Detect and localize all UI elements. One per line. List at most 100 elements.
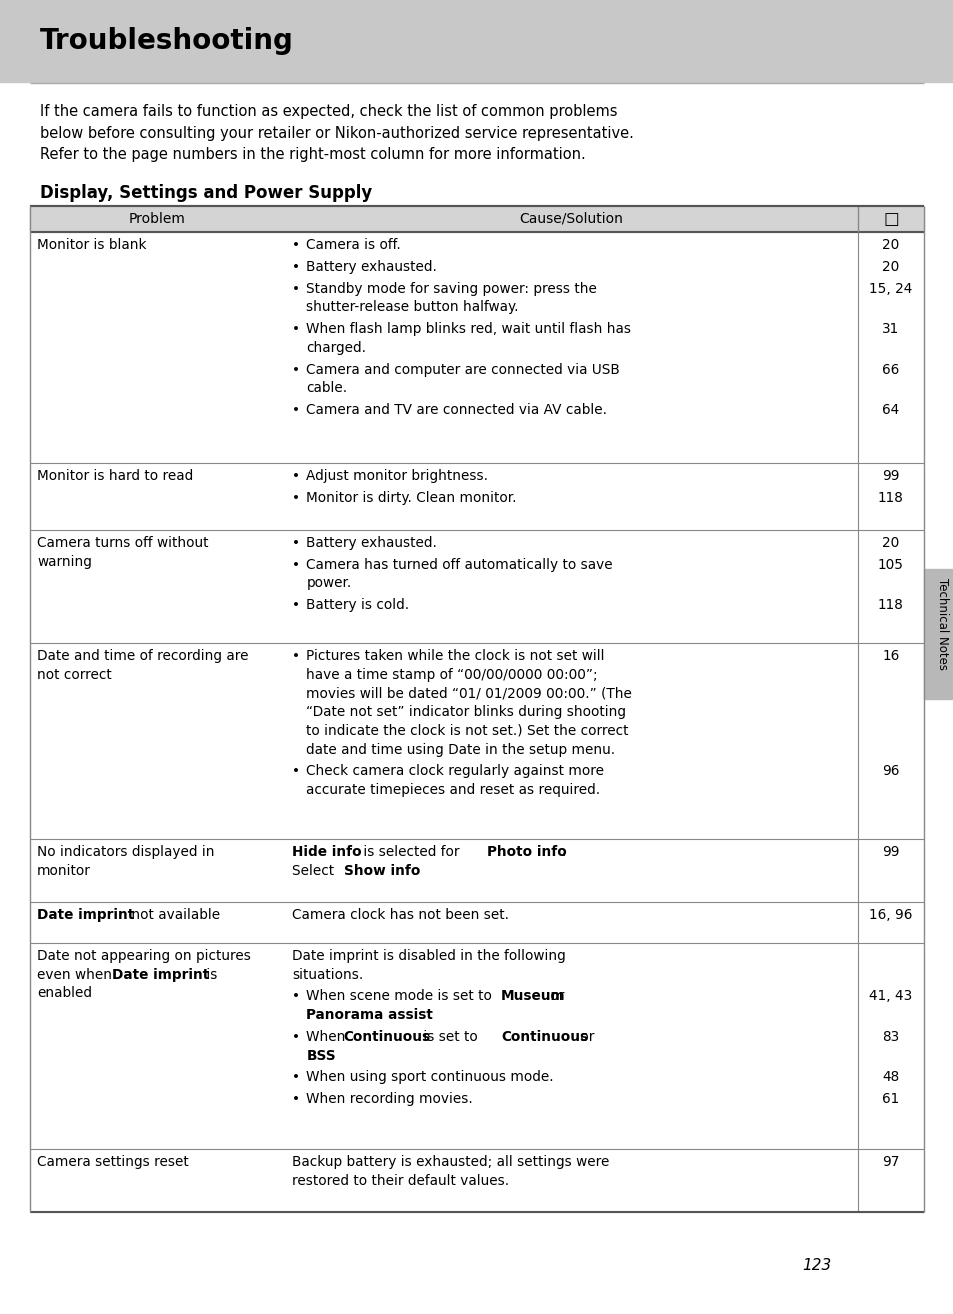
Text: 64: 64 <box>882 403 899 418</box>
Text: warning: warning <box>37 555 91 569</box>
Text: date and time using Date in the setup menu.: date and time using Date in the setup me… <box>306 742 615 757</box>
Text: •: • <box>292 557 299 572</box>
Text: 99: 99 <box>882 845 899 859</box>
Text: Standby mode for saving power: press the: Standby mode for saving power: press the <box>306 281 597 296</box>
Text: •: • <box>292 1071 299 1084</box>
Text: Adjust monitor brightness.: Adjust monitor brightness. <box>306 469 488 484</box>
Text: 105: 105 <box>877 557 903 572</box>
Text: .: . <box>329 1049 333 1063</box>
Text: Camera has turned off automatically to save: Camera has turned off automatically to s… <box>306 557 612 572</box>
Text: Display, Settings and Power Supply: Display, Settings and Power Supply <box>40 184 372 202</box>
Text: 20: 20 <box>882 260 899 273</box>
Text: Date imprint: Date imprint <box>112 967 209 982</box>
Text: Continuous: Continuous <box>500 1030 587 1043</box>
Text: •: • <box>292 1092 299 1106</box>
Text: Date imprint is disabled in the following: Date imprint is disabled in the followin… <box>292 949 565 963</box>
Text: •: • <box>292 363 299 377</box>
Text: “Date not set” indicator blinks during shooting: “Date not set” indicator blinks during s… <box>306 706 625 719</box>
Text: Camera clock has not been set.: Camera clock has not been set. <box>292 908 509 921</box>
Text: 97: 97 <box>882 1155 899 1169</box>
Text: •: • <box>292 536 299 549</box>
Text: shutter-release button halfway.: shutter-release button halfway. <box>306 301 518 314</box>
Text: 41, 43: 41, 43 <box>868 989 912 1004</box>
Text: Date and time of recording are: Date and time of recording are <box>37 649 248 662</box>
Text: not available: not available <box>127 908 220 921</box>
Text: have a time stamp of “00/00/0000 00:00”;: have a time stamp of “00/00/0000 00:00”; <box>306 668 598 682</box>
Text: Hide info: Hide info <box>292 845 361 859</box>
Text: movies will be dated “01/ 01/2009 00:00.” (The: movies will be dated “01/ 01/2009 00:00.… <box>306 686 632 700</box>
Text: enabled: enabled <box>37 987 91 1000</box>
Text: Camera turns off without: Camera turns off without <box>37 536 209 549</box>
Text: .: . <box>412 863 416 878</box>
Text: When using sport continuous mode.: When using sport continuous mode. <box>306 1071 554 1084</box>
Text: Date imprint: Date imprint <box>37 908 134 921</box>
Bar <box>923 569 953 699</box>
Text: Select: Select <box>292 863 338 878</box>
Text: Monitor is blank: Monitor is blank <box>37 238 147 252</box>
Text: •: • <box>292 491 299 506</box>
Text: Technical Notes: Technical Notes <box>935 578 948 670</box>
Text: •: • <box>292 403 299 418</box>
Text: Pictures taken while the clock is not set will: Pictures taken while the clock is not se… <box>306 649 604 662</box>
Text: •: • <box>292 765 299 778</box>
Text: •: • <box>292 238 299 252</box>
Text: or: or <box>576 1030 594 1043</box>
Text: Backup battery is exhausted; all settings were: Backup battery is exhausted; all setting… <box>292 1155 609 1169</box>
Text: Panorama assist: Panorama assist <box>306 1008 433 1022</box>
Text: Battery exhausted.: Battery exhausted. <box>306 260 436 273</box>
Text: •: • <box>292 260 299 273</box>
Text: accurate timepieces and reset as required.: accurate timepieces and reset as require… <box>306 783 599 798</box>
Bar <box>0 0 953 81</box>
Text: power.: power. <box>306 577 351 590</box>
Text: Date not appearing on pictures: Date not appearing on pictures <box>37 949 251 963</box>
Text: is set to: is set to <box>418 1030 481 1043</box>
Text: 118: 118 <box>877 598 903 612</box>
Text: Troubleshooting: Troubleshooting <box>40 28 294 55</box>
Text: BSS: BSS <box>306 1049 335 1063</box>
Text: □: □ <box>882 210 898 229</box>
Text: is selected for: is selected for <box>359 845 464 859</box>
Text: No indicators displayed in: No indicators displayed in <box>37 845 214 859</box>
Text: even when: even when <box>37 967 116 982</box>
Text: 16: 16 <box>882 649 899 662</box>
Text: .: . <box>561 845 565 859</box>
Text: •: • <box>292 649 299 662</box>
Text: 20: 20 <box>882 536 899 549</box>
Text: 99: 99 <box>882 469 899 484</box>
Text: •: • <box>292 989 299 1004</box>
Text: Camera and computer are connected via USB: Camera and computer are connected via US… <box>306 363 619 377</box>
Text: Camera settings reset: Camera settings reset <box>37 1155 189 1169</box>
Text: 15, 24: 15, 24 <box>868 281 912 296</box>
Text: When scene mode is set to: When scene mode is set to <box>306 989 496 1004</box>
Text: 83: 83 <box>882 1030 899 1043</box>
Text: Photo info: Photo info <box>486 845 566 859</box>
Text: Cause/Solution: Cause/Solution <box>519 212 622 226</box>
Text: 16, 96: 16, 96 <box>868 908 912 921</box>
Text: When: When <box>306 1030 350 1043</box>
Text: Battery is cold.: Battery is cold. <box>306 598 409 612</box>
Text: 66: 66 <box>882 363 899 377</box>
Text: •: • <box>292 598 299 612</box>
Text: .: . <box>418 1008 422 1022</box>
Text: situations.: situations. <box>292 967 363 982</box>
Text: Monitor is dirty. Clean monitor.: Monitor is dirty. Clean monitor. <box>306 491 517 506</box>
Text: 61: 61 <box>882 1092 899 1106</box>
Text: Camera and TV are connected via AV cable.: Camera and TV are connected via AV cable… <box>306 403 607 418</box>
Text: Continuous: Continuous <box>343 1030 431 1043</box>
Text: When flash lamp blinks red, wait until flash has: When flash lamp blinks red, wait until f… <box>306 322 631 336</box>
Text: Problem: Problem <box>129 212 186 226</box>
Text: 31: 31 <box>882 322 899 336</box>
Text: charged.: charged. <box>306 340 366 355</box>
Text: Battery exhausted.: Battery exhausted. <box>306 536 436 549</box>
Text: is: is <box>201 967 217 982</box>
Text: 123: 123 <box>801 1259 831 1273</box>
Text: cable.: cable. <box>306 381 347 396</box>
Text: Show info: Show info <box>344 863 420 878</box>
Text: not correct: not correct <box>37 668 112 682</box>
Text: or: or <box>545 989 563 1004</box>
Text: Camera is off.: Camera is off. <box>306 238 400 252</box>
Text: 118: 118 <box>877 491 903 506</box>
Text: •: • <box>292 281 299 296</box>
Text: •: • <box>292 322 299 336</box>
Bar <box>30 206 923 233</box>
